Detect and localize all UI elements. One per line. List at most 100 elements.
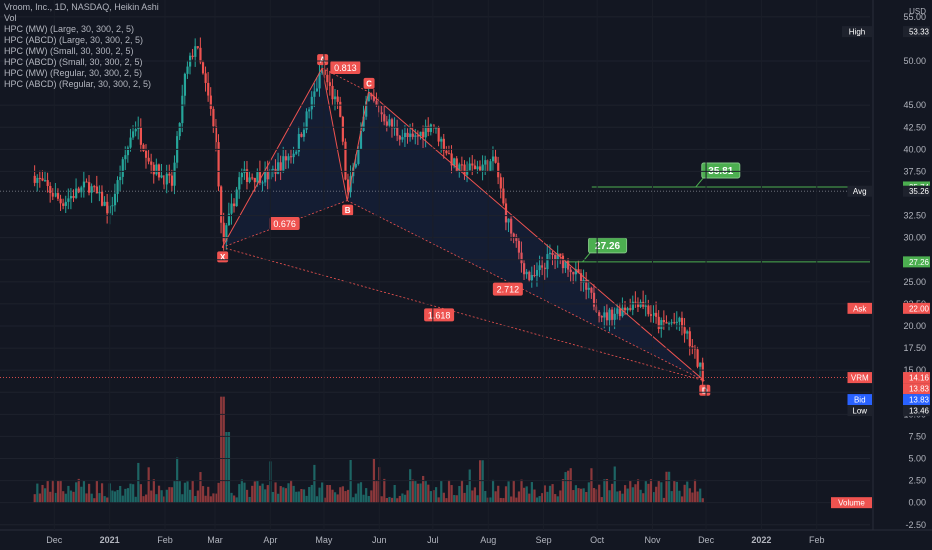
candle-body xyxy=(367,93,370,102)
candle-body xyxy=(346,179,350,193)
candle-body xyxy=(396,127,399,136)
volume-bar xyxy=(191,480,194,503)
volume-bar xyxy=(481,460,484,503)
price-tag-name-box xyxy=(847,302,872,314)
volume-bar xyxy=(212,493,215,503)
volume-bar xyxy=(494,491,497,503)
candle-body xyxy=(644,305,647,307)
candle-body xyxy=(403,132,407,138)
volume-bar xyxy=(551,484,554,503)
candle-body xyxy=(453,158,456,166)
volume-bar xyxy=(271,491,275,503)
candle-body xyxy=(121,159,124,177)
volume-bar xyxy=(579,488,583,503)
volume-bar xyxy=(675,481,678,503)
price-tick-label: 40.00 xyxy=(903,144,926,154)
pattern-point-label: C xyxy=(366,79,372,88)
price-tags-layer: High53.3335.74Avg35.2627.26Ask22.00VRM14… xyxy=(831,26,930,509)
candle-body xyxy=(390,119,394,129)
time-tick-label: Jun xyxy=(372,535,387,545)
candle-body xyxy=(649,314,653,316)
volume-bar xyxy=(196,490,199,503)
volume-bar xyxy=(77,478,80,503)
candle-body xyxy=(186,66,189,74)
pattern-point-label: B xyxy=(345,206,351,215)
time-tick-label: Dec xyxy=(46,535,63,545)
volume-bar xyxy=(41,484,44,503)
candle-body xyxy=(471,163,474,166)
volume-bar xyxy=(569,468,572,503)
candle-body xyxy=(398,135,401,140)
volume-bar xyxy=(624,485,627,503)
candle-body xyxy=(533,274,536,276)
candle-body xyxy=(579,273,583,283)
candle-body xyxy=(416,135,420,137)
candle-body xyxy=(80,187,83,193)
candle-body xyxy=(624,307,627,311)
candle-body xyxy=(548,252,552,255)
candle-body xyxy=(240,173,243,178)
candle-body xyxy=(207,82,210,96)
volume-bar xyxy=(642,493,645,503)
volume-bar xyxy=(629,480,632,503)
volume-bar xyxy=(455,495,458,503)
candle-body xyxy=(191,55,194,57)
volume-bar xyxy=(72,491,75,503)
candle-body xyxy=(289,156,293,158)
volume-bar xyxy=(189,489,192,503)
candle-body xyxy=(116,180,119,194)
candle-body xyxy=(688,331,691,347)
price-tag-name: Ask xyxy=(853,304,867,313)
candle-body xyxy=(323,69,326,75)
volume-bar xyxy=(691,492,694,503)
candle-body xyxy=(424,125,427,138)
price-tag-value: 13.83 xyxy=(909,385,930,394)
candle-body xyxy=(111,205,114,207)
candle-body xyxy=(621,307,624,317)
candle-body xyxy=(334,96,337,100)
volume-bar xyxy=(668,471,671,503)
pattern-leg xyxy=(321,67,348,201)
candle-body xyxy=(46,180,49,186)
volume-bar xyxy=(111,490,114,503)
volume-bar xyxy=(266,485,269,503)
volume-bar xyxy=(354,493,357,503)
candle-body xyxy=(258,172,262,183)
candle-body xyxy=(212,108,215,127)
volume-bar xyxy=(383,478,386,503)
volume-bar xyxy=(328,485,332,503)
candle-body xyxy=(51,193,54,197)
candle-body xyxy=(194,46,197,57)
volume-bar xyxy=(582,488,585,503)
volume-bar xyxy=(600,497,603,503)
candle-body xyxy=(647,305,650,315)
volume-bar xyxy=(636,479,640,503)
candle-body xyxy=(90,186,93,193)
candle-body xyxy=(49,185,52,194)
candle-body xyxy=(629,308,632,310)
volume-bar xyxy=(559,490,562,503)
candle-body xyxy=(499,177,502,189)
candle-body xyxy=(119,176,122,181)
volume-bar xyxy=(631,487,634,503)
volume-bar xyxy=(194,495,197,503)
candle-body xyxy=(468,163,471,171)
candle-body xyxy=(41,178,44,181)
volume-bar xyxy=(499,497,502,503)
candle-body xyxy=(292,153,295,158)
candle-body xyxy=(616,308,619,314)
volume-bar xyxy=(696,491,699,503)
volume-bar xyxy=(204,495,207,503)
candle-body xyxy=(75,188,78,198)
volume-bar xyxy=(287,483,290,503)
pattern-leg xyxy=(221,67,323,248)
candle-body xyxy=(59,198,62,204)
candle-body xyxy=(383,114,386,122)
candle-body xyxy=(440,138,443,142)
volume-bar xyxy=(525,486,528,503)
volume-bar xyxy=(699,488,702,503)
candle-body xyxy=(507,218,510,223)
volume-bar xyxy=(556,496,559,503)
volume-bar xyxy=(564,472,567,503)
